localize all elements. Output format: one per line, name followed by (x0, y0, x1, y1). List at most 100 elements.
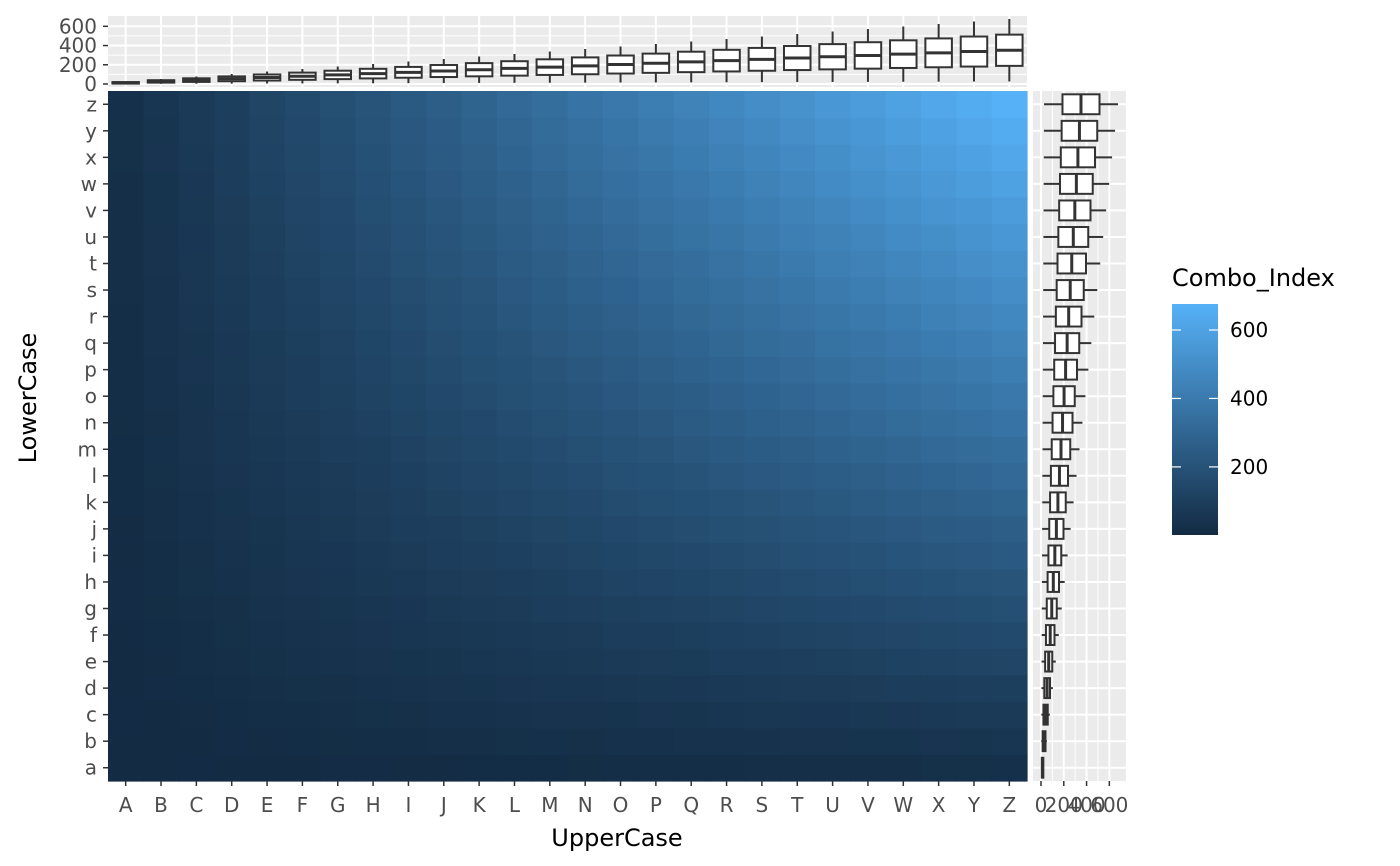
heatmap-cell-Oa (602, 754, 639, 782)
heatmap-cell-Ds (214, 276, 250, 304)
heatmap-cell-Ow (602, 170, 639, 198)
heatmap-cell-Lx (496, 144, 533, 172)
heatmap-cell-Jp (426, 356, 463, 384)
heatmap-cell-Dz (214, 91, 250, 119)
heatmap-cell-Km (461, 436, 498, 464)
heatmap-cell-Xn (920, 409, 957, 437)
right-box-d (1041, 677, 1053, 700)
heatmap-cell-Dc (214, 701, 250, 729)
top-box-R (712, 39, 741, 83)
heatmap-cell-At (108, 250, 144, 278)
heatmap-cell-Ys (956, 276, 993, 304)
heatmap-cell-Bk (143, 489, 180, 517)
heatmap-cell-Fl (284, 462, 321, 490)
heatmap-cell-Sp (744, 356, 781, 384)
right-box-h (1041, 571, 1065, 593)
heatmap-cell-Aj (108, 515, 144, 543)
heatmap-cell-Ax (108, 144, 144, 172)
heatmap-cell-Yg (956, 595, 993, 623)
heatmap-cell-Hx (355, 144, 392, 172)
heatmap-cell-Hn (355, 409, 392, 437)
heatmap-cell-Qe (673, 648, 710, 676)
heatmap-cell-Kq (461, 329, 498, 357)
heatmap-cell-Mh (532, 568, 569, 596)
heatmap-cell-Cb (178, 727, 215, 756)
top-boxplot-panel (108, 16, 1027, 87)
heatmap-cell-Bo (143, 382, 180, 411)
heatmap-cell-Ro (708, 382, 745, 411)
heatmap-cell-Dm (214, 436, 250, 464)
heatmap-cell-Hs (355, 276, 392, 304)
right-x-tick-label: 0 (1035, 793, 1048, 817)
heatmap-cell-Gb (320, 727, 357, 756)
top-box-X (924, 24, 953, 82)
heatmap-cell-Bw (143, 170, 180, 198)
heatmap-cell-Os (602, 276, 639, 304)
heatmap-cell-Mv (532, 197, 569, 225)
heatmap-cell-Cs (178, 276, 215, 304)
heatmap-cell-Xr (920, 303, 957, 331)
heatmap-cell-Df (214, 621, 250, 649)
heatmap-cell-Ab (108, 727, 144, 756)
heatmap-cell-Qd (673, 674, 710, 702)
top-box-H (358, 64, 388, 84)
top-box-Y (959, 21, 989, 82)
top-box-S (747, 36, 777, 83)
heatmap-cell-Ks (461, 276, 498, 304)
heatmap-cell-Jx (426, 144, 463, 172)
heatmap-cell-If (390, 621, 427, 649)
heatmap-cell-Lz (496, 91, 533, 119)
heatmap-cell-Uj (814, 515, 851, 543)
heatmap-cell-Qg (673, 595, 710, 623)
heatmap-cell-Ii (390, 542, 427, 570)
heatmap-cell-Qp (673, 356, 710, 384)
heatmap-cell-Td (779, 674, 816, 702)
heatmap-cell-Rr (708, 303, 745, 331)
heatmap-cell-Vs (850, 276, 887, 304)
heatmap-cell-Fv (284, 197, 321, 225)
heatmap-cell-Qt (673, 250, 710, 278)
heatmap-cell-Cr (178, 303, 215, 331)
heatmap-cell-Iv (390, 197, 427, 225)
heatmap-cell-Ie (390, 648, 427, 676)
heatmap-cell-Um (814, 436, 851, 464)
heatmap-cell-Mk (532, 489, 569, 517)
heatmap-cell-Ze (991, 648, 1028, 676)
heatmap-cell-Kz (461, 91, 498, 119)
heatmap-cell-Nb (567, 727, 604, 756)
heatmap-cell-Mc (532, 701, 569, 729)
heatmap-cell-Qs (673, 276, 710, 304)
heatmap-cell-Eg (249, 595, 286, 623)
heatmap-cell-Bb (143, 727, 180, 756)
y-tick-label: f (90, 623, 98, 647)
heatmap-cell-Dd (214, 674, 250, 702)
heatmap-cell-Wo (885, 382, 922, 411)
heatmap-cell-Un (814, 409, 851, 437)
heatmap-cell-Zu (991, 223, 1028, 251)
heatmap-cell-Ce (178, 648, 215, 676)
heatmap-cell-Ps (638, 276, 675, 304)
heatmap-cell-Am (108, 436, 144, 464)
right-box-k (1042, 491, 1074, 514)
heatmap-cell-Kg (461, 595, 498, 623)
heatmap-cell-Vq (850, 329, 887, 357)
y-tick-label: n (84, 411, 97, 435)
heatmap-cell-Zt (991, 250, 1028, 278)
heatmap-cell-Hv (355, 197, 392, 225)
heatmap-cell-Sa (744, 754, 781, 782)
top-box-W (889, 26, 918, 82)
heatmap-cell-Wq (885, 329, 922, 357)
heatmap-cell-Vr (850, 303, 887, 331)
heatmap-cell-La (496, 754, 533, 782)
heatmap-cell-Gy (320, 117, 357, 145)
heatmap-cell-Wz (885, 91, 922, 119)
heatmap-cell-Vi (850, 542, 887, 570)
x-tick-label: C (189, 793, 203, 817)
heatmap-cell-Ll (496, 462, 533, 490)
y-tick-label: q (84, 331, 97, 355)
heatmap-cell-Qr (673, 303, 710, 331)
heatmap-cell-Yk (956, 489, 993, 517)
heatmap-cell-Vx (850, 144, 887, 172)
heatmap-cell-Iy (390, 117, 427, 145)
heatmap-cell-Vf (850, 621, 887, 649)
